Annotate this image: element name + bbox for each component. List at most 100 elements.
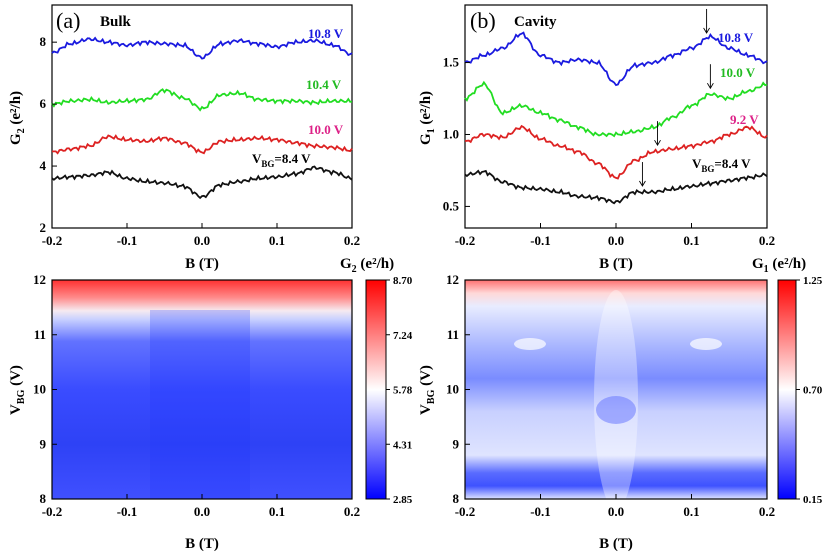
panel-b-xlabel: B (T): [599, 256, 633, 272]
panel-d-heatmap-spot-right: [690, 338, 722, 350]
panel-d-heatmap-spot-left: [514, 338, 546, 350]
panel-c-colorbar: [365, 279, 387, 500]
panel-d-ytick-label: 9: [453, 436, 460, 451]
panel-b-series-9-2-V: [464, 124, 768, 180]
panel-b-yticks: 0.5 1.0 1.5: [443, 55, 470, 213]
panel-d-xlabel: B (T): [599, 536, 633, 552]
panel-a-xtick-label: -0.2: [42, 233, 63, 248]
panel-b-xtick-label: -0.2: [455, 233, 476, 248]
panel-a-label-10-8: 10.8 V: [308, 26, 344, 41]
panel-d-xtick-label: -0.1: [530, 504, 551, 519]
panel-a-series-10-8-V: [51, 36, 353, 60]
panel-d-cbtick-label: 0.70: [803, 385, 823, 397]
panel-c-cbtick-label: 2.85: [393, 494, 413, 506]
panel-c-heatmap-field: [52, 280, 352, 499]
panel-d-heatmap-field: [465, 280, 767, 499]
panel-d-xticks: -0.2 -0.1 0.0 0.1 0.2: [455, 494, 775, 519]
panel-c-cbtick-label: 4.31: [393, 439, 412, 451]
panel-a-label-10-0: 10.0 V: [308, 122, 344, 137]
panel-c-xtick-label: 0.1: [269, 504, 285, 519]
panel-c-ytick-label: 9: [40, 436, 47, 451]
panel-c-xtick-label: 0.2: [344, 504, 360, 519]
panel-b-ytick-label: 0.5: [443, 198, 460, 213]
panel-c-yticks: 8 9 10 11 12: [33, 272, 57, 506]
panel-a-xtick-label: 0.1: [269, 233, 285, 248]
panel-a-ytick-label: 8: [40, 34, 47, 49]
panel-d-heatmap-center-dip: [596, 396, 636, 424]
panel-c-ytick-label: 11: [34, 327, 46, 342]
panel-c-ytick-label: 12: [33, 272, 46, 287]
panel-c-cbtick-label: 7.24: [393, 330, 413, 342]
panel-b-xtick-label: 0.0: [608, 233, 624, 248]
panel-d-ytick-label: 11: [447, 327, 459, 342]
panel-d-colorbar-ticks: 1.25 0.70 0.15: [796, 275, 823, 506]
panel-b-arrow-head: [654, 139, 661, 147]
panel-b-line-chart: (b) Cavity 0.5 1.0 1.5 -0.2 -0.1 0.0 0.1 0.2 B…: [418, 4, 775, 272]
panel-a-label-8-4: VBG=8.4 V: [252, 151, 311, 169]
panel-b-xtick-label: -0.1: [530, 233, 551, 248]
panel-d-xtick-label: 0.0: [608, 504, 624, 519]
panel-a-frame: [51, 4, 353, 229]
panel-d-cbtick-label: 1.25: [803, 275, 823, 287]
panel-d-cbtick-label: 0.15: [803, 494, 823, 506]
panel-b-label-10-8: 10.8 V: [718, 30, 754, 45]
panel-b-arrow-head: [706, 82, 714, 90]
panel-b-ylabel: G1 (e²/h): [418, 91, 437, 145]
panel-b-series-10-8-V: [464, 31, 768, 87]
panel-a-title: Bulk: [100, 14, 132, 30]
panel-a-label-10-4: 10.4 V: [306, 77, 342, 92]
panel-a-ylabel: G2 (e²/h): [8, 91, 27, 145]
panel-c-xtick-label: -0.2: [42, 504, 63, 519]
panel-b-label-10-0: 10.0 V: [720, 65, 756, 80]
panel-d-xtick-label: -0.2: [455, 504, 476, 519]
panel-b-arrow-head: [703, 27, 710, 34]
panel-a-series-10-4-V: [51, 88, 353, 112]
panel-b-xtick-label: 0.1: [683, 233, 699, 248]
panel-a-xticks: -0.2 -0.1 0.0 0.1 0.2: [42, 223, 360, 248]
panel-a-ytick-label: 4: [40, 158, 47, 173]
panel-c-cbtick-label: 8.70: [393, 275, 413, 287]
panel-b-label-9-2: 9.2 V: [730, 112, 759, 127]
panel-b-xticks: -0.2 -0.1 0.0 0.1 0.2: [455, 223, 775, 248]
panel-a-series: [51, 36, 353, 200]
panel-b-series-10-0-V: [464, 80, 768, 138]
panel-d-colorbar: [777, 279, 797, 500]
panel-b-ytick-label: 1.0: [443, 126, 459, 141]
panel-c-colorbar-ticks: 8.70 7.24 5.78 4.31 2.85: [386, 275, 413, 506]
panel-c-xticks: -0.2 -0.1 0.0 0.1 0.2: [42, 494, 360, 519]
panel-c-heatmap: 8 9 10 11 12 -0.2 -0.1 0.0 0.1 0.2 B (T) VBG (V)…: [8, 256, 413, 552]
panel-b-letter: (b): [470, 8, 496, 33]
panel-a-yticks: 2 4 6 8: [40, 34, 57, 235]
panel-d-yticks: 8 9 10 11 12: [446, 272, 470, 506]
panel-c-heatmap-center-band: [150, 310, 250, 499]
panel-b-label-8-4: VBG=8.4 V: [692, 156, 751, 174]
panel-a-xtick-label: 0.0: [194, 233, 210, 248]
panel-b-arrows: [639, 8, 714, 187]
panel-a-series-10-0-V: [51, 134, 353, 155]
panel-d-heatmap: 8 9 10 11 12 -0.2 -0.1 0.0 0.1 0.2 B (T) VBG (V)…: [418, 256, 823, 552]
panel-d-colorbar-title: G1 (e²/h): [752, 256, 806, 275]
panel-a-series-8-4-V: [51, 165, 353, 200]
panel-d-ytick-label: 10: [446, 382, 459, 397]
panel-a-xtick-label: 0.2: [344, 233, 360, 248]
panel-b-xtick-label: 0.2: [759, 233, 775, 248]
panel-d-ytick-label: 8: [453, 491, 460, 506]
panel-c-cbtick-label: 5.78: [393, 385, 413, 397]
panel-c-ylabel: VBG (V): [8, 365, 27, 415]
panel-a-ytick-label: 6: [40, 96, 47, 111]
panel-d-ytick-label: 12: [446, 272, 459, 287]
panel-c-ytick-label: 10: [33, 382, 46, 397]
panel-c-ytick-label: 8: [40, 491, 47, 506]
panel-b-ytick-label: 1.5: [443, 55, 460, 70]
panel-c-xtick-label: -0.1: [117, 504, 138, 519]
panel-a-xlabel: B (T): [185, 256, 219, 272]
panel-d-ylabel: VBG (V): [418, 365, 437, 415]
panel-d-xtick-label: 0.1: [683, 504, 699, 519]
panel-a-xtick-label: -0.1: [117, 233, 138, 248]
panel-b-arrow-head: [639, 180, 646, 187]
panel-b-title: Cavity: [514, 14, 557, 30]
panel-a-line-chart: (a) Bulk 2 4 6 8 -0.2 -0.1 0.0 0.1 0.2 B (T) G2…: [8, 4, 360, 272]
panel-a-ytick-label: 2: [40, 220, 47, 235]
panel-c-colorbar-title: G2 (e²/h): [340, 256, 394, 275]
